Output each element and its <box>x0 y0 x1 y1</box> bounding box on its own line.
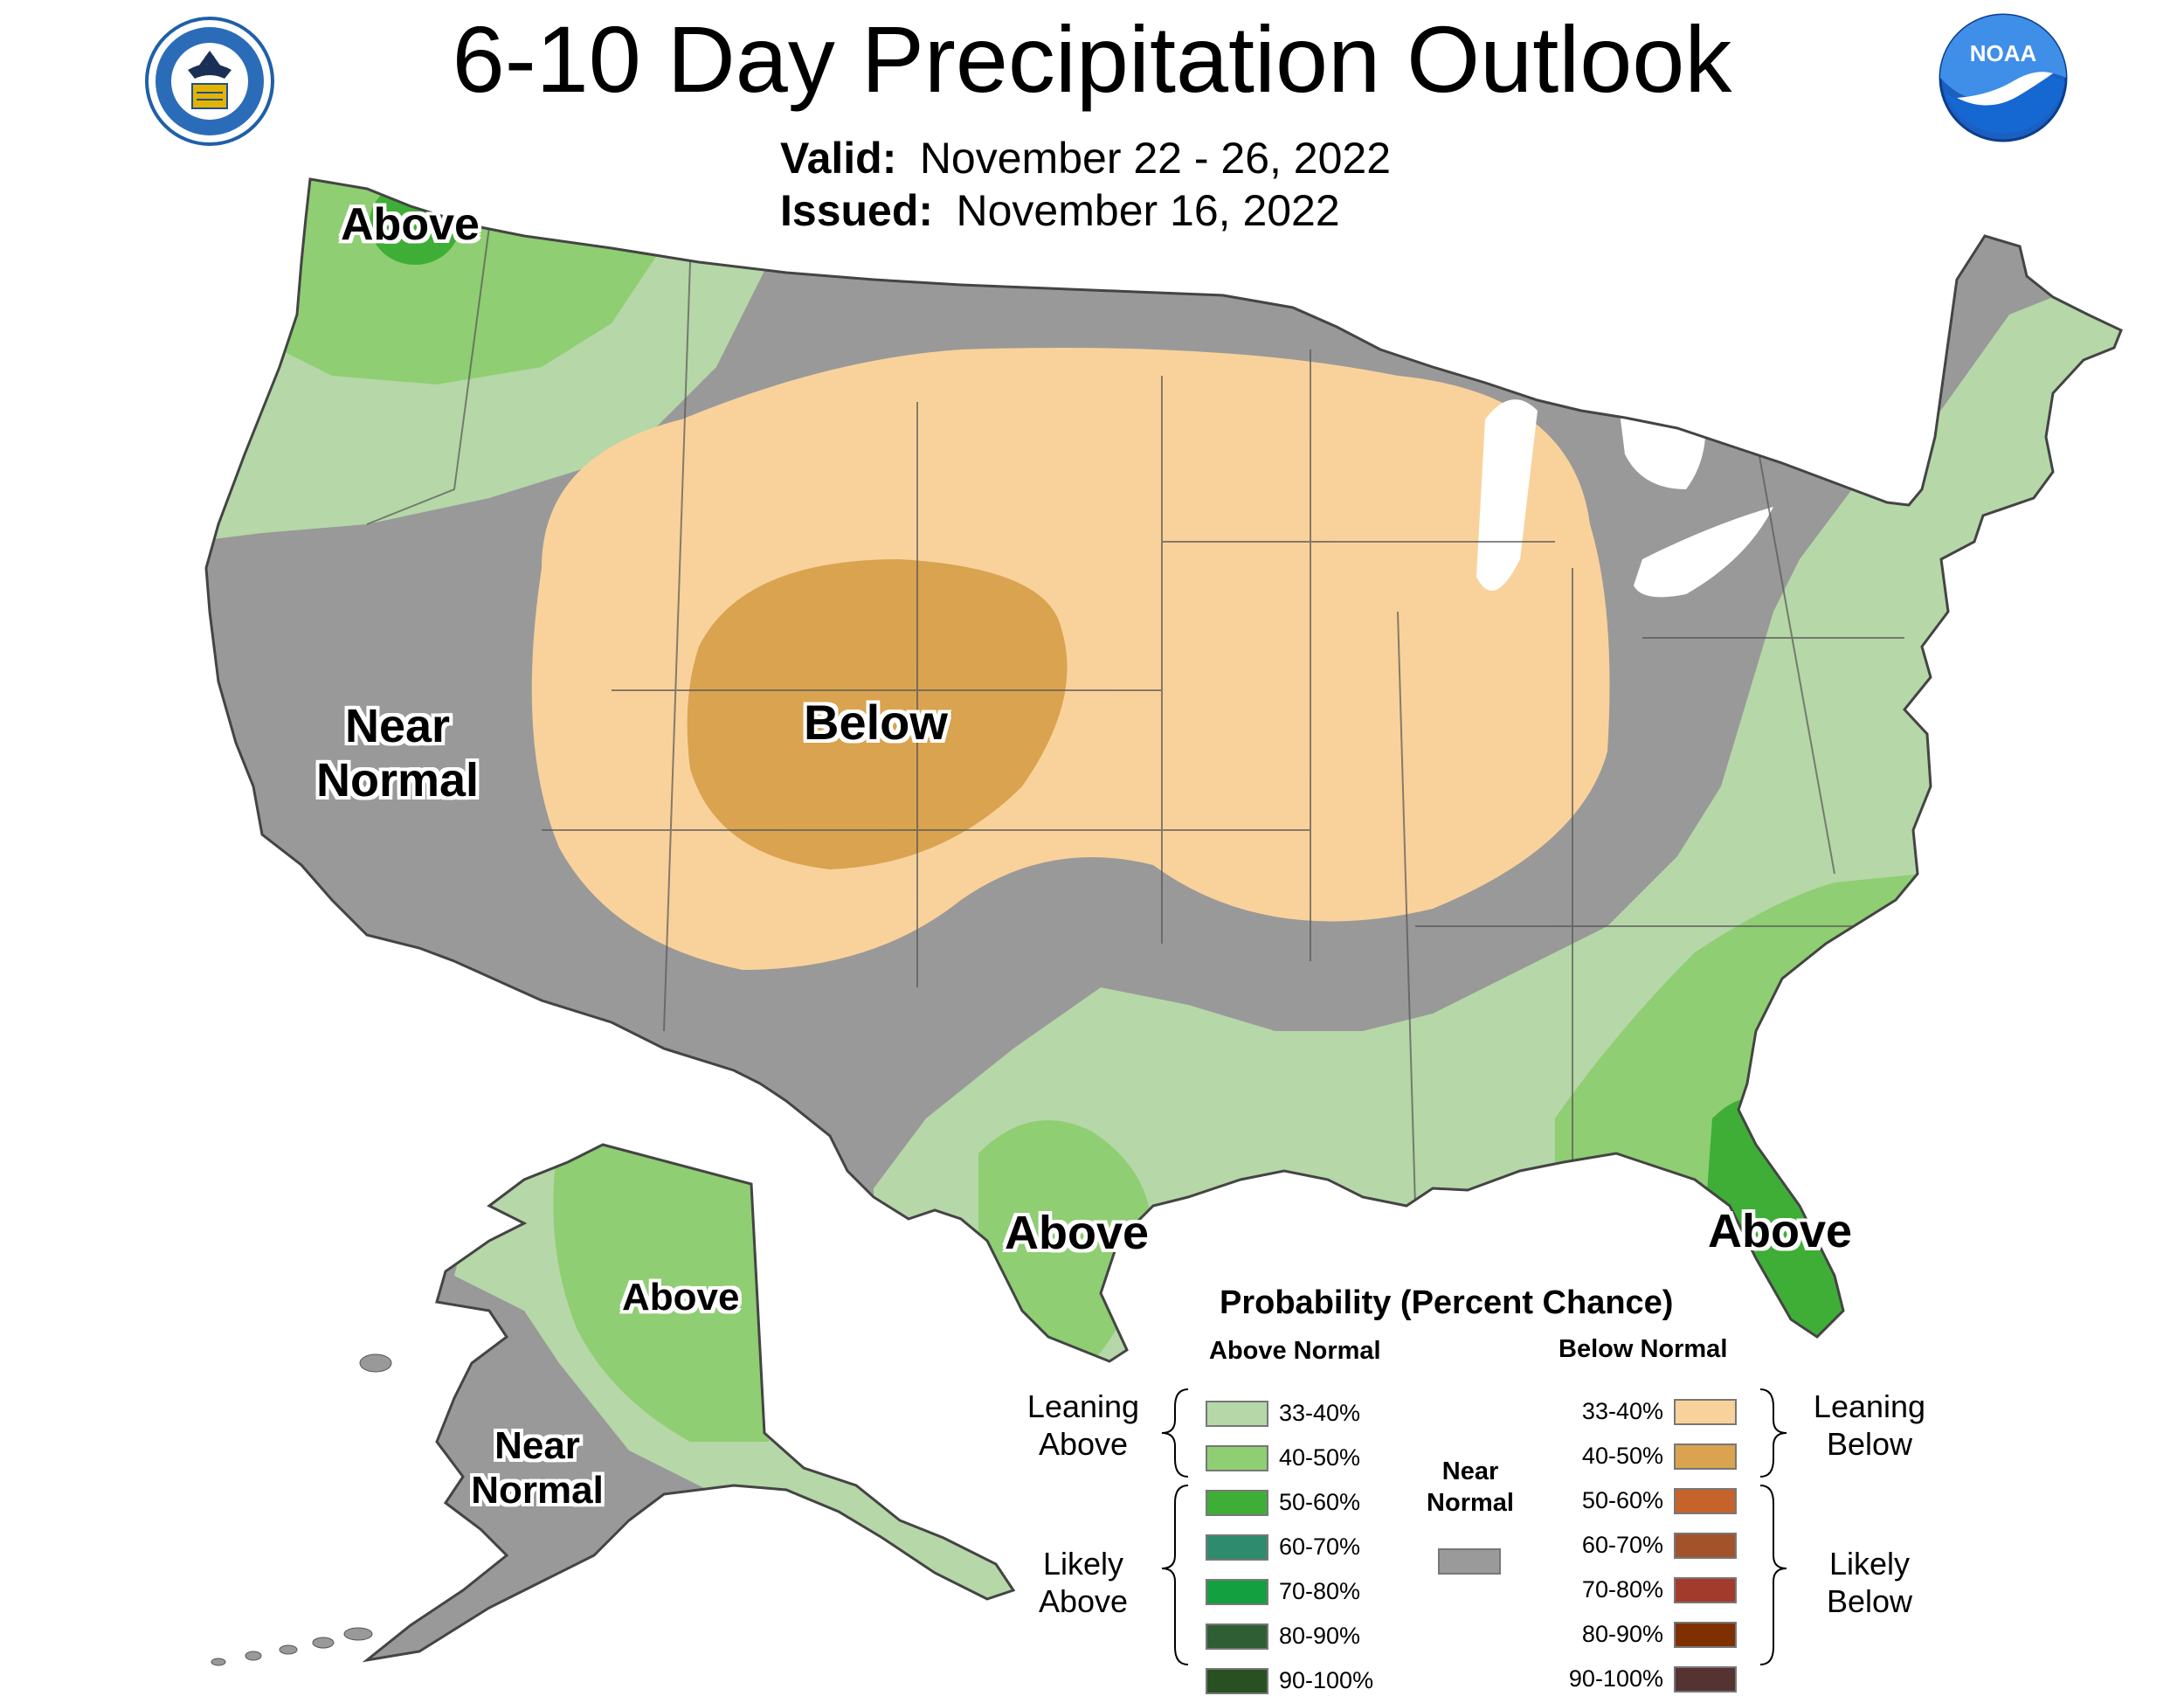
issued-line: Issued: November 16, 2022 <box>780 185 1340 236</box>
legend-above-item: 60-70% <box>1206 1525 1373 1569</box>
legend-below-item: 80-90% <box>1545 1612 1737 1657</box>
legend-above-label: 50-60% <box>1279 1489 1361 1515</box>
label-alaska-near-line1: Near <box>494 1424 580 1467</box>
legend-below-swatch <box>1674 1621 1737 1648</box>
legend-above-braces <box>1161 1388 1189 1665</box>
legend-above-item: 80-90% <box>1206 1614 1373 1658</box>
legend-leaning-below-line1: Leaning <box>1813 1388 1926 1424</box>
legend-above-swatch <box>1206 1578 1268 1605</box>
label-west-near-line2: Normal <box>315 754 480 807</box>
legend-below-swatch <box>1674 1398 1737 1425</box>
legend-above-swatch <box>1206 1667 1268 1694</box>
legend-below-item: 40-50% <box>1545 1434 1737 1478</box>
legend-below-item: 90-100% <box>1545 1657 1737 1701</box>
label-west-near-line1: Near <box>344 700 451 752</box>
legend-below-label: 50-60% <box>1581 1487 1663 1513</box>
legend-below-item: 70-80% <box>1545 1568 1737 1612</box>
legend-likely-above: Likely Above <box>1013 1545 1153 1620</box>
legend-above-item: 40-50% <box>1206 1436 1373 1480</box>
legend-title: Probability (Percent Chance) <box>1220 1284 1674 1321</box>
legend-above-item: 33-40% <box>1206 1391 1373 1436</box>
legend-leaning-above: Leaning Above <box>1013 1388 1153 1463</box>
legend-below-item: 33-40% <box>1545 1389 1737 1434</box>
label-central-below: Below <box>804 695 948 750</box>
legend-below-swatch <box>1674 1576 1737 1603</box>
legend-above-label: 80-90% <box>1279 1623 1361 1649</box>
noaa-logo-icon: NOAA <box>1939 13 2068 142</box>
label-alaska-above: Above <box>622 1276 740 1319</box>
legend-above-label: 70-80% <box>1279 1578 1361 1604</box>
legend-above-list: 33-40% 40-50% 50-60% 60-70% 70-80% 80-90… <box>1206 1391 1373 1703</box>
legend-above-swatch <box>1206 1444 1268 1471</box>
noaa-logo-text: NOAA <box>1970 40 2037 66</box>
legend-below-swatch <box>1674 1532 1737 1559</box>
legend-leaning-below: Leaning Below <box>1800 1388 1939 1463</box>
label-alaska-near-line2: Normal <box>471 1468 604 1512</box>
legend-below-braces <box>1759 1388 1787 1665</box>
legend-likely-below-line2: Below <box>1826 1583 1913 1620</box>
legend-below-swatch <box>1674 1443 1737 1470</box>
legend-leaning-below-line2: Below <box>1826 1426 1913 1463</box>
legend-leaning-above-line1: Leaning <box>1026 1388 1140 1424</box>
legend-above-swatch <box>1206 1623 1268 1650</box>
legend-below-header: Below Normal <box>1559 1335 1728 1363</box>
label-texas-above: Above <box>1005 1207 1150 1259</box>
commerce-seal-icon <box>145 17 274 146</box>
legend-below-label: 90-100% <box>1568 1665 1663 1692</box>
legend-near-line1: Near <box>1441 1457 1499 1485</box>
legend-above-label: 60-70% <box>1279 1533 1361 1560</box>
legend-likely-above-line1: Likely <box>1042 1546 1124 1582</box>
legend-below-item: 50-60% <box>1545 1478 1737 1523</box>
legend-near-normal-swatch <box>1438 1548 1501 1575</box>
legend-above-item: 90-100% <box>1206 1658 1373 1703</box>
valid-date: November 22 - 26, 2022 <box>919 134 1392 183</box>
legend-leaning-above-line2: Above <box>1038 1426 1129 1463</box>
legend-above-item: 50-60% <box>1206 1480 1373 1525</box>
issued-date: November 16, 2022 <box>956 186 1340 235</box>
legend-near-normal-label: Near Normal <box>1413 1456 1527 1520</box>
valid-line: Valid: November 22 - 26, 2022 <box>780 133 1391 183</box>
legend-above-swatch <box>1206 1489 1268 1516</box>
legend-near-line2: Normal <box>1427 1489 1514 1518</box>
legend-below-label: 60-70% <box>1581 1532 1663 1558</box>
legend-above-label: 40-50% <box>1279 1444 1361 1471</box>
legend-below-item: 60-70% <box>1545 1523 1737 1568</box>
legend-likely-below: Likely Below <box>1800 1545 1939 1620</box>
legend-likely-below-line1: Likely <box>1828 1546 1911 1582</box>
legend-below-swatch <box>1674 1487 1737 1514</box>
legend-below-swatch <box>1674 1665 1737 1693</box>
legend-below-list: 33-40% 40-50% 50-60% 60-70% 70-80% 80-90… <box>1545 1389 1737 1701</box>
label-northwest-above: Above <box>341 199 480 250</box>
legend-above-header: Above Normal <box>1209 1337 1381 1365</box>
legend-below-label: 40-50% <box>1581 1443 1663 1469</box>
legend-above-swatch <box>1206 1400 1268 1427</box>
legend-likely-above-line2: Above <box>1038 1583 1129 1620</box>
legend-above-label: 33-40% <box>1279 1400 1361 1426</box>
legend-below-label: 70-80% <box>1581 1576 1663 1603</box>
issued-label: Issued: <box>780 186 934 235</box>
page-title: 6-10 Day Precipitation Outlook <box>452 6 1732 112</box>
legend-above-item: 70-80% <box>1206 1569 1373 1614</box>
label-alaska-near-normal: Near Normal <box>463 1424 612 1513</box>
legend-below-label: 33-40% <box>1581 1398 1663 1424</box>
legend-above-label: 90-100% <box>1279 1667 1374 1693</box>
valid-label: Valid: <box>780 134 897 183</box>
legend-above-swatch <box>1206 1533 1268 1561</box>
label-west-near-normal: Near Normal <box>310 699 485 807</box>
label-florida-above: Above <box>1708 1205 1853 1257</box>
legend-below-label: 80-90% <box>1581 1621 1663 1647</box>
